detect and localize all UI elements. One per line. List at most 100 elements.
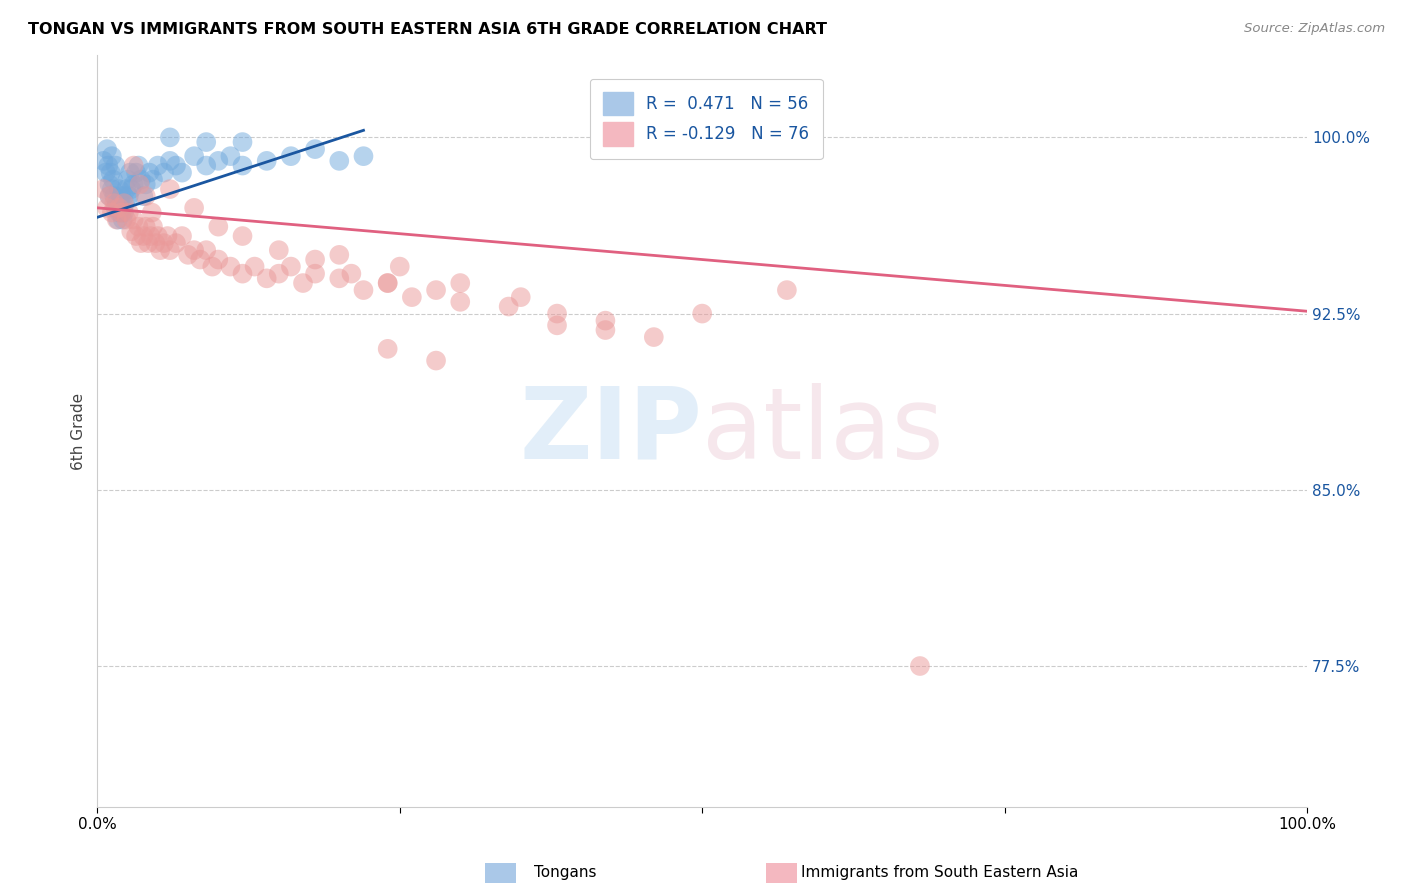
Point xyxy=(340,267,363,281)
Point xyxy=(129,172,152,186)
Point xyxy=(509,290,531,304)
Point xyxy=(292,276,315,290)
Point xyxy=(231,267,253,281)
Point xyxy=(159,153,181,168)
Point xyxy=(142,219,165,234)
Point xyxy=(135,178,157,192)
Point xyxy=(256,271,278,285)
Point xyxy=(165,159,187,173)
Point xyxy=(97,159,120,173)
Text: atlas: atlas xyxy=(702,383,943,480)
Point xyxy=(328,248,350,262)
Point xyxy=(101,172,124,186)
Text: Tongans: Tongans xyxy=(534,865,596,880)
Point xyxy=(127,159,149,173)
Point xyxy=(129,236,152,251)
Point xyxy=(132,189,155,203)
Point xyxy=(195,243,218,257)
Point xyxy=(122,212,145,227)
Point xyxy=(159,243,181,257)
Point xyxy=(908,659,931,673)
Point xyxy=(125,229,148,244)
Point xyxy=(103,196,125,211)
Point xyxy=(118,166,141,180)
Point xyxy=(132,229,155,244)
Point xyxy=(219,260,242,274)
Point xyxy=(125,166,148,180)
Point xyxy=(643,330,665,344)
Point xyxy=(149,243,172,257)
Point xyxy=(267,267,290,281)
Point xyxy=(112,205,135,219)
Point xyxy=(110,196,132,211)
Point xyxy=(201,260,224,274)
Point xyxy=(146,159,169,173)
Point xyxy=(377,276,399,290)
Point xyxy=(183,149,205,163)
Point xyxy=(195,159,218,173)
Point xyxy=(231,229,253,244)
Point xyxy=(231,135,253,149)
Point xyxy=(146,229,169,244)
Point xyxy=(108,201,131,215)
Point xyxy=(114,196,136,211)
Point xyxy=(153,236,176,251)
Point xyxy=(377,342,399,356)
Point xyxy=(108,205,131,219)
Point xyxy=(170,229,193,244)
Point xyxy=(96,201,118,215)
Point xyxy=(105,212,128,227)
Point xyxy=(108,182,131,196)
Point xyxy=(110,205,132,219)
Point xyxy=(141,205,163,219)
Point xyxy=(449,276,471,290)
Point xyxy=(159,130,181,145)
Point xyxy=(304,142,326,156)
Text: Immigrants from South Eastern Asia: Immigrants from South Eastern Asia xyxy=(801,865,1078,880)
Point xyxy=(595,313,617,327)
Point xyxy=(115,212,138,227)
Point xyxy=(101,205,124,219)
Point xyxy=(145,236,167,251)
Text: ZIP: ZIP xyxy=(519,383,702,480)
Text: Source: ZipAtlas.com: Source: ZipAtlas.com xyxy=(1244,22,1385,36)
Point xyxy=(136,236,159,251)
Point xyxy=(122,159,145,173)
Point xyxy=(183,201,205,215)
Point xyxy=(377,276,399,290)
Point xyxy=(328,271,350,285)
Point xyxy=(128,178,150,192)
Point xyxy=(98,189,121,203)
Point xyxy=(165,236,187,251)
Point xyxy=(139,229,162,244)
Legend: R =  0.471   N = 56, R = -0.129   N = 76: R = 0.471 N = 56, R = -0.129 N = 76 xyxy=(589,78,823,159)
Text: TONGAN VS IMMIGRANTS FROM SOUTH EASTERN ASIA 6TH GRADE CORRELATION CHART: TONGAN VS IMMIGRANTS FROM SOUTH EASTERN … xyxy=(28,22,827,37)
Point xyxy=(104,201,127,215)
Point xyxy=(103,189,125,203)
Point xyxy=(280,149,302,163)
Point xyxy=(112,196,135,211)
Point xyxy=(425,283,447,297)
Point xyxy=(122,178,145,192)
Point xyxy=(120,224,142,238)
Point xyxy=(449,294,471,309)
Point xyxy=(188,252,211,267)
Point xyxy=(267,243,290,257)
Point xyxy=(101,182,124,196)
Point xyxy=(93,153,115,168)
Point xyxy=(105,196,128,211)
Point xyxy=(135,189,157,203)
Point xyxy=(98,189,121,203)
Point xyxy=(727,130,749,145)
Point xyxy=(304,252,326,267)
Point xyxy=(195,135,218,149)
Point xyxy=(388,260,411,274)
Point xyxy=(153,166,176,180)
Point xyxy=(104,159,127,173)
Point xyxy=(110,189,132,203)
Point xyxy=(304,267,326,281)
Point xyxy=(127,219,149,234)
Point xyxy=(219,149,242,163)
Point xyxy=(425,353,447,368)
Point xyxy=(353,283,375,297)
